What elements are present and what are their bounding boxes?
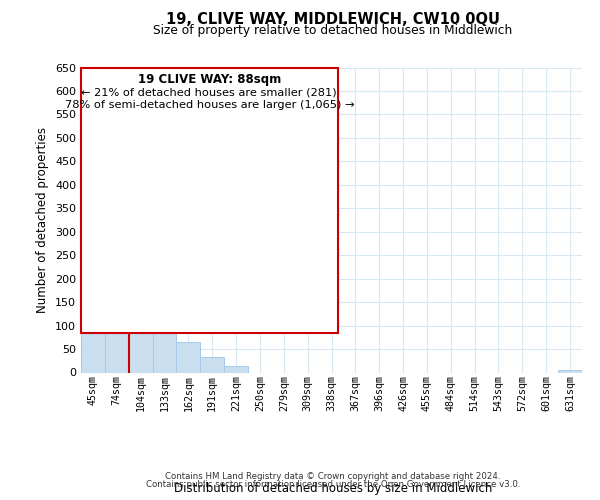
Bar xyxy=(152,298,176,372)
Text: ← 21% of detached houses are smaller (281): ← 21% of detached houses are smaller (28… xyxy=(82,88,337,98)
Text: Contains public sector information licensed under the Open Government Licence v3: Contains public sector information licen… xyxy=(146,480,520,489)
Bar xyxy=(224,366,248,372)
Text: 19, CLIVE WAY, MIDDLEWICH, CW10 0QU: 19, CLIVE WAY, MIDDLEWICH, CW10 0QU xyxy=(166,12,500,28)
Text: Size of property relative to detached houses in Middlewich: Size of property relative to detached ho… xyxy=(154,24,512,37)
Text: Contains HM Land Registry data © Crown copyright and database right 2024.: Contains HM Land Registry data © Crown c… xyxy=(165,472,501,481)
Bar xyxy=(176,342,200,372)
Y-axis label: Number of detached properties: Number of detached properties xyxy=(37,127,49,313)
Bar xyxy=(105,162,129,372)
Text: 19 CLIVE WAY: 88sqm: 19 CLIVE WAY: 88sqm xyxy=(137,74,281,86)
Text: Distribution of detached houses by size in Middlewich: Distribution of detached houses by size … xyxy=(174,482,492,495)
Bar xyxy=(129,133,152,372)
Bar xyxy=(200,358,224,372)
Bar xyxy=(558,370,582,372)
Bar xyxy=(81,302,105,372)
Text: 78% of semi-detached houses are larger (1,065) →: 78% of semi-detached houses are larger (… xyxy=(65,100,354,110)
